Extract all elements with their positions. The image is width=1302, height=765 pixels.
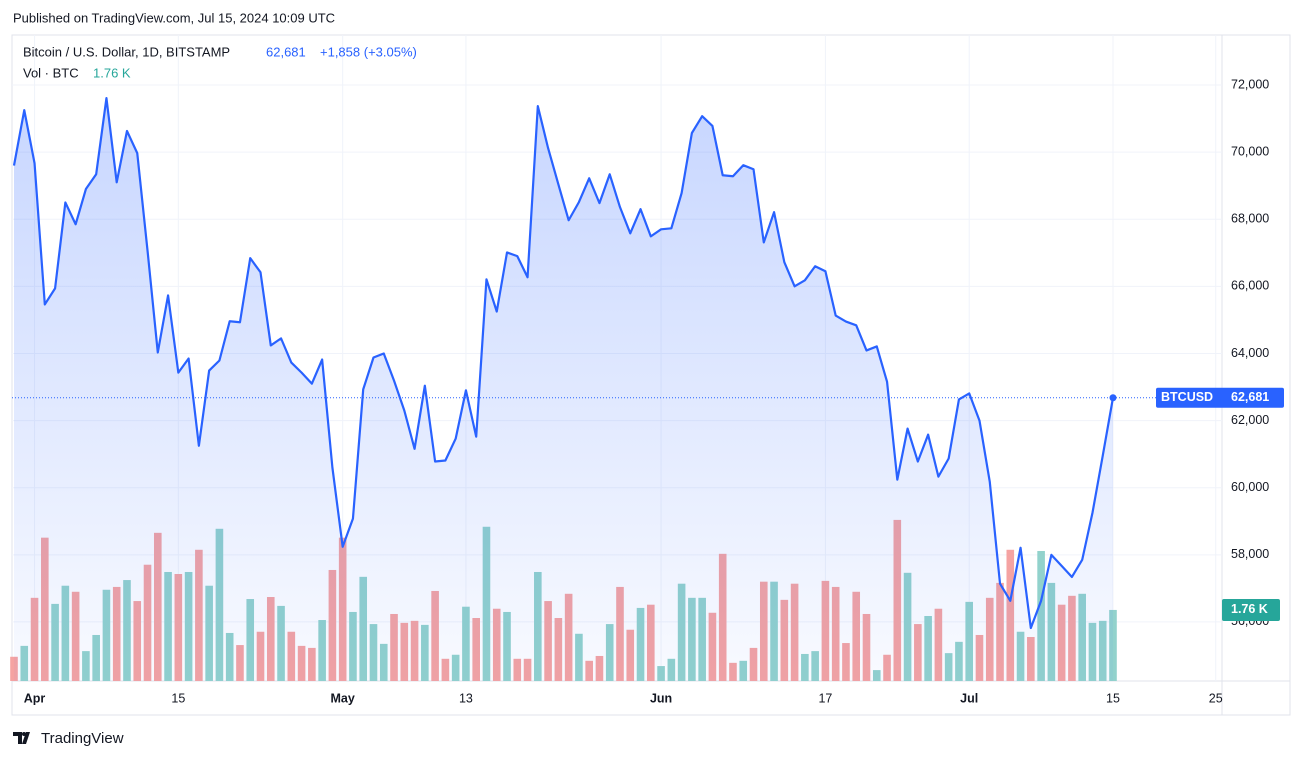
x-tick-label: Jun [650, 691, 672, 705]
x-tick-label: 15 [1106, 691, 1120, 705]
y-tick-label: 68,000 [1231, 212, 1269, 226]
y-tick-label: 64,000 [1231, 346, 1269, 360]
legend-change: +1,858 (+3.05%) [320, 44, 417, 59]
volume-legend-value: 1.76 K [93, 65, 131, 80]
price-line [12, 96, 1115, 630]
volume-tag-value: 1.76 K [1231, 602, 1268, 616]
y-tick-label: 72,000 [1231, 77, 1269, 91]
x-tick-label: 13 [459, 691, 473, 705]
x-tick-label: Jul [960, 691, 978, 705]
plot [12, 96, 1222, 682]
x-tick-label: 25 [1209, 691, 1223, 705]
y-tick-label: 66,000 [1231, 279, 1269, 293]
brand-logo [13, 732, 30, 744]
y-tick-label: 60,000 [1231, 480, 1269, 494]
brand-name: TradingView [41, 730, 124, 747]
x-tick-label: May [331, 691, 355, 705]
x-tick-label: 15 [171, 691, 185, 705]
y-tick-label: 70,000 [1231, 144, 1269, 158]
volume-tag [1222, 598, 1280, 621]
symbol-tag [1156, 387, 1284, 408]
price-tag-value: 62,681 [1231, 390, 1269, 404]
axes: 56,00058,00060,00062,00064,00066,00068,0… [24, 77, 1284, 705]
symbol-tag-name: BTCUSD [1161, 390, 1213, 404]
volume-legend-name: Vol · BTC [23, 65, 79, 80]
y-tick-label: 62,000 [1231, 413, 1269, 427]
legend-price: 62,681 [266, 44, 306, 59]
x-tick-label: 17 [818, 691, 832, 705]
symbol-title: Bitcoin / U.S. Dollar, 1D, BITSTAMP [23, 44, 230, 59]
price-area [14, 98, 1113, 682]
x-tick-label: Apr [24, 691, 46, 705]
chart-frame [11, 34, 1291, 716]
published-note: Published on TradingView.com, Jul 15, 20… [13, 10, 335, 25]
y-tick-label: 58,000 [1231, 547, 1269, 561]
last-price-dot [1109, 394, 1117, 402]
